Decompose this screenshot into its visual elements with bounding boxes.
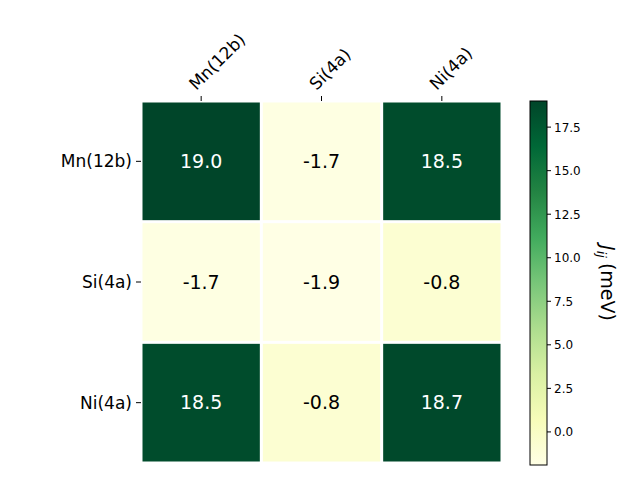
colorbar-tick-label: 5.0 xyxy=(554,338,573,352)
cell-label: 18.5 xyxy=(180,391,222,413)
colorbar-tick xyxy=(547,388,551,389)
colorbar-label-subscript: ij xyxy=(594,251,609,259)
cells xyxy=(143,103,501,462)
x-tick-label: Ni(4a) xyxy=(426,43,477,94)
cell xyxy=(143,344,260,462)
colorbar-tick-label: 10.0 xyxy=(554,251,581,265)
y-tick xyxy=(136,161,141,162)
cell xyxy=(143,103,260,221)
cell xyxy=(263,223,380,341)
cell-label: 19.0 xyxy=(180,150,222,172)
cell-label: -1.9 xyxy=(303,271,340,293)
colorbar-tick xyxy=(547,214,551,215)
x-tick-label: Mn(12b) xyxy=(185,29,249,93)
cell-label: 18.5 xyxy=(421,150,463,172)
y-tick-label: Mn(12b) xyxy=(61,151,132,171)
colorbar-tick-label: 2.5 xyxy=(554,382,573,396)
colorbar-tick-label: 0.0 xyxy=(554,425,573,439)
colorbar-tick xyxy=(547,344,551,345)
colorbar-tick xyxy=(547,170,551,171)
chart: 19.0 -1.7 18.5 -1.7 -1.9 -0.8 18.5 -0.8 18.7 Mn(1… xyxy=(0,0,640,480)
cell xyxy=(263,344,380,462)
cell xyxy=(383,223,500,341)
colorbar-tick xyxy=(547,257,551,258)
chart-root: 19.0 -1.7 18.5 -1.7 -1.9 -0.8 18.5 -0.8 18.7 Mn(1… xyxy=(0,0,640,480)
y-tick xyxy=(136,282,141,283)
colorbar-tick-label: 15.0 xyxy=(554,164,581,178)
colorbar xyxy=(530,101,547,465)
x-tick-label: Si(4a) xyxy=(305,44,355,94)
colorbar-tick xyxy=(547,431,551,432)
y-tick-label: Ni(4a) xyxy=(80,393,132,413)
y-tick-label: Si(4a) xyxy=(82,272,132,292)
cell-label: -0.8 xyxy=(423,271,460,293)
cell xyxy=(263,103,380,221)
colorbar-label-unit: (meV) xyxy=(597,263,619,321)
x-tick xyxy=(201,96,202,101)
colorbar-label-symbol: J xyxy=(597,241,619,251)
colorbar-tick-label: 12.5 xyxy=(554,208,581,222)
colorbar-label: Jij (meV) xyxy=(594,241,619,321)
colorbar-tick xyxy=(547,301,551,302)
cell xyxy=(383,344,500,462)
cell-label: -1.7 xyxy=(183,271,220,293)
cell-label: -1.7 xyxy=(303,150,340,172)
colorbar-tick xyxy=(547,127,551,128)
cell xyxy=(383,103,500,221)
colorbar-tick-label: 7.5 xyxy=(554,295,573,309)
y-tick xyxy=(136,402,141,403)
cell-label: 18.7 xyxy=(421,391,463,413)
x-tick xyxy=(321,96,322,101)
x-tick xyxy=(441,96,442,101)
colorbar-tick-label: 17.5 xyxy=(554,121,581,135)
cell-label: -0.8 xyxy=(303,391,340,413)
cell xyxy=(143,223,260,341)
